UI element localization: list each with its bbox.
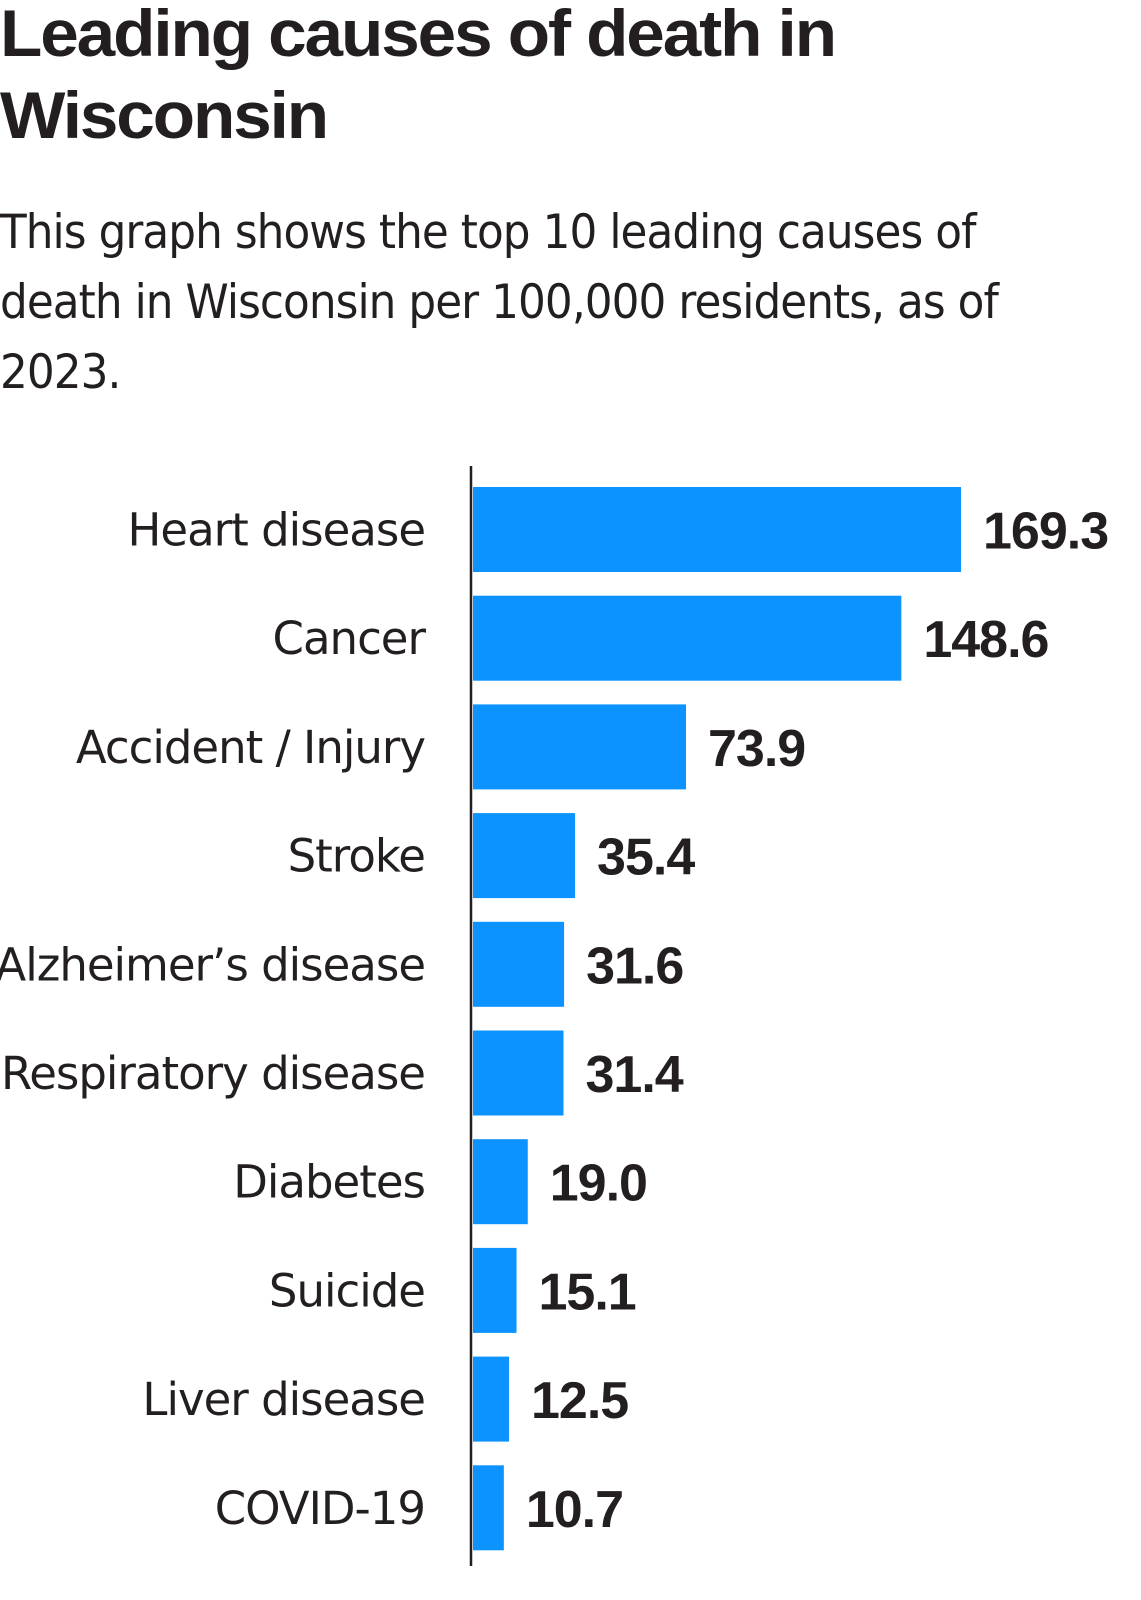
value-label: 73.9 bbox=[708, 720, 805, 778]
chart-title: Leading causes of death in Wisconsin bbox=[0, 0, 837, 152]
bar bbox=[473, 813, 576, 899]
bar bbox=[473, 1465, 504, 1551]
category-label: Suicide bbox=[269, 1264, 425, 1317]
category-label: Respiratory disease bbox=[1, 1047, 425, 1100]
category-label: Diabetes bbox=[233, 1156, 425, 1209]
category-label: Accident / Injury bbox=[76, 721, 425, 774]
value-label: 12.5 bbox=[531, 1372, 628, 1430]
category-label: Stroke bbox=[288, 830, 425, 883]
bar bbox=[473, 595, 902, 681]
bar bbox=[473, 1139, 528, 1225]
value-label: 10.7 bbox=[526, 1481, 623, 1539]
value-label: 148.6 bbox=[923, 611, 1048, 669]
value-label: 15.1 bbox=[539, 1263, 636, 1321]
bar bbox=[473, 487, 961, 572]
bar bbox=[473, 1247, 517, 1333]
bar bbox=[473, 1030, 564, 1116]
category-label: Liver disease bbox=[142, 1373, 425, 1426]
bar bbox=[473, 921, 565, 1007]
value-label: 19.0 bbox=[550, 1155, 647, 1213]
category-label: Heart disease bbox=[128, 504, 425, 557]
category-label: COVID-19 bbox=[215, 1482, 425, 1535]
value-label: 169.3 bbox=[983, 503, 1108, 561]
value-label: 31.4 bbox=[586, 1046, 684, 1104]
chart-subtitle: This graph shows the top 10 leading caus… bbox=[0, 205, 999, 400]
bar bbox=[473, 704, 687, 790]
bar bbox=[473, 1356, 510, 1442]
category-label: Cancer bbox=[273, 612, 427, 665]
value-label: 31.6 bbox=[586, 937, 683, 995]
category-label: Alzheimer’s disease bbox=[0, 938, 425, 991]
value-label: 35.4 bbox=[597, 829, 695, 887]
